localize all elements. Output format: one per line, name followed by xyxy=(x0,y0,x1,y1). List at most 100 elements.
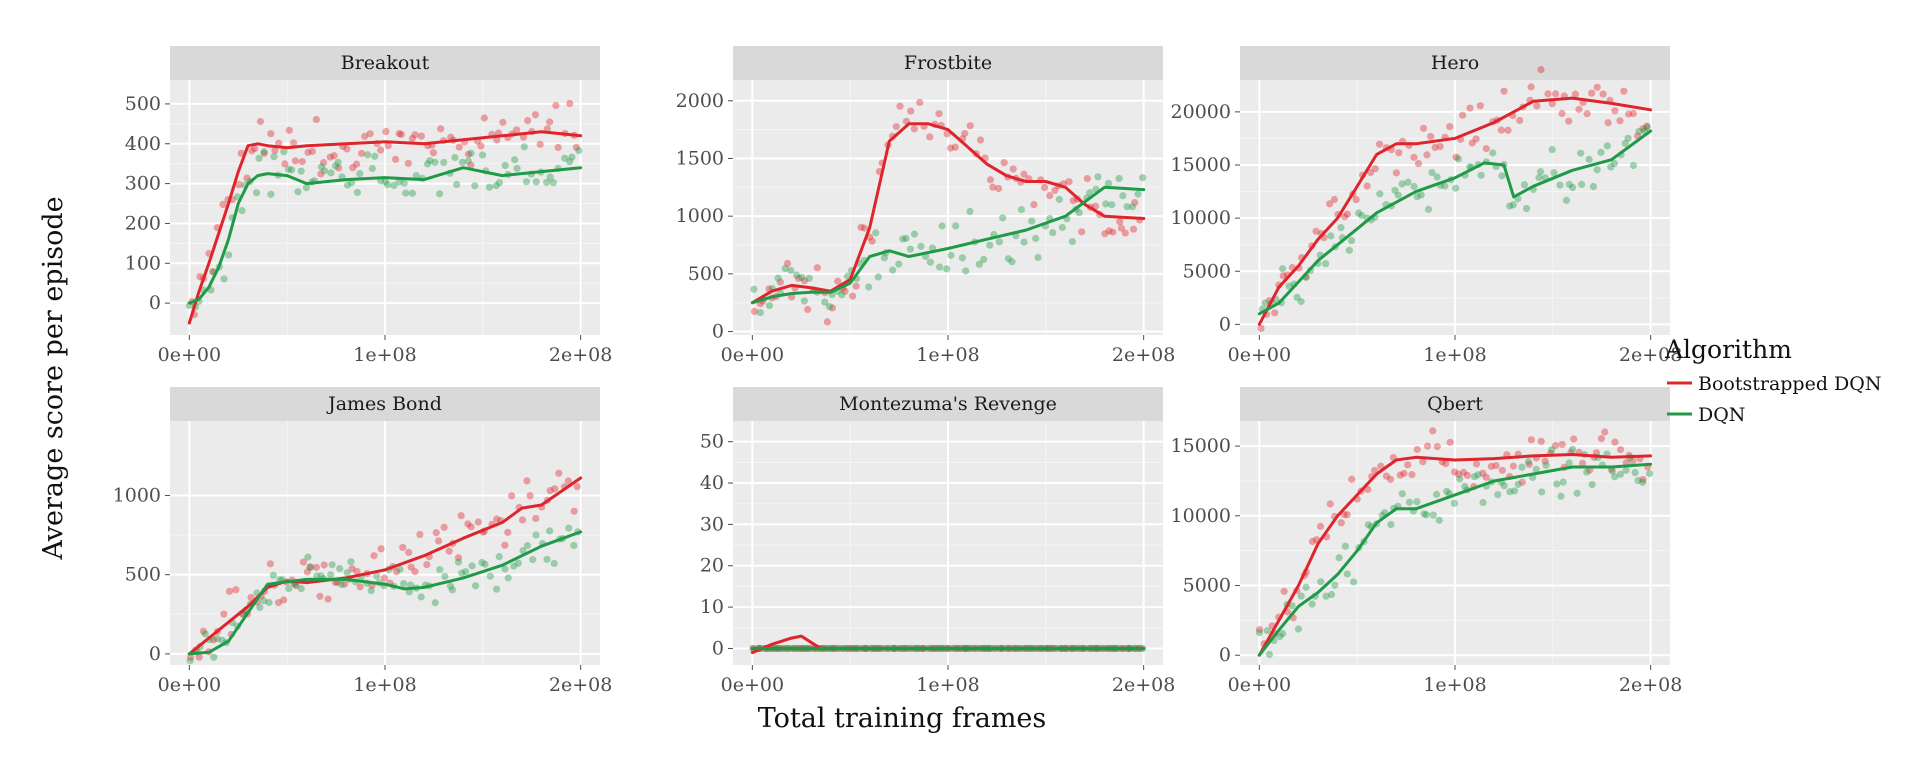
data-point xyxy=(1375,140,1384,148)
data-point xyxy=(1607,163,1615,171)
data-point xyxy=(356,169,364,178)
data-point xyxy=(1395,149,1403,157)
data-point xyxy=(377,146,385,154)
data-point xyxy=(1075,209,1083,217)
data-point xyxy=(299,558,307,566)
data-point xyxy=(838,291,846,299)
data-point xyxy=(995,184,1003,193)
data-point xyxy=(1327,232,1335,240)
data-point xyxy=(1265,650,1274,659)
data-point xyxy=(510,562,518,570)
data-point xyxy=(828,304,837,312)
data-point xyxy=(1386,475,1395,483)
data-point xyxy=(458,158,467,166)
data-point xyxy=(1482,145,1490,153)
data-point xyxy=(935,110,943,118)
data-point xyxy=(966,122,974,130)
data-point xyxy=(1322,592,1330,600)
data-point xyxy=(1348,475,1356,483)
data-point xyxy=(805,274,813,282)
data-point xyxy=(399,543,407,552)
data-point xyxy=(298,157,306,166)
data-point xyxy=(1337,224,1345,232)
x-tick-label: 2e+08 xyxy=(1112,674,1175,696)
data-point xyxy=(335,164,343,172)
data-point xyxy=(291,157,300,165)
data-point xyxy=(575,146,583,155)
data-point xyxy=(1046,192,1054,200)
data-point xyxy=(513,164,521,173)
data-point xyxy=(317,572,325,580)
x-tick-label: 1e+08 xyxy=(353,344,416,366)
data-point xyxy=(1376,190,1384,198)
facet-title: Frostbite xyxy=(904,52,992,74)
data-point xyxy=(468,562,476,570)
data-point xyxy=(317,163,326,171)
data-point xyxy=(457,512,465,520)
data-point xyxy=(1428,168,1436,177)
data-point xyxy=(343,181,352,189)
data-point xyxy=(1429,427,1437,435)
data-point xyxy=(1443,487,1451,496)
data-point xyxy=(910,125,918,133)
y-tick-label: 1000 xyxy=(676,205,724,227)
data-point xyxy=(926,133,934,141)
data-point xyxy=(349,164,357,172)
data-point xyxy=(549,179,557,187)
data-point xyxy=(1330,195,1339,204)
data-point xyxy=(1577,149,1585,157)
data-point xyxy=(501,541,509,549)
data-point xyxy=(302,184,311,192)
data-point xyxy=(1442,460,1450,468)
data-point xyxy=(440,523,448,531)
data-point xyxy=(1616,470,1625,478)
data-point xyxy=(1456,475,1464,483)
data-point xyxy=(1398,180,1406,188)
data-point xyxy=(247,593,255,602)
data-point xyxy=(1578,180,1586,188)
data-point xyxy=(1551,441,1560,450)
y-tick-label: 0 xyxy=(712,637,724,659)
data-point xyxy=(1263,627,1271,635)
data-point xyxy=(551,485,559,493)
data-point xyxy=(436,190,444,198)
data-point xyxy=(524,117,532,125)
data-point xyxy=(1423,442,1432,450)
data-point xyxy=(373,572,381,580)
data-point xyxy=(513,126,521,134)
data-point xyxy=(363,151,372,159)
data-point xyxy=(358,149,366,157)
data-point xyxy=(892,123,900,131)
data-point xyxy=(467,149,475,157)
data-point xyxy=(1255,625,1264,634)
x-tick-label: 0e+00 xyxy=(1228,344,1291,366)
data-point xyxy=(1583,110,1591,118)
data-point xyxy=(499,118,507,126)
data-point xyxy=(1468,139,1476,147)
data-point xyxy=(1280,587,1288,595)
data-point xyxy=(366,130,374,138)
y-tick-label: 2000 xyxy=(676,90,724,112)
data-point xyxy=(1040,183,1049,192)
data-point xyxy=(1487,462,1495,470)
data-point xyxy=(1562,196,1571,204)
data-point xyxy=(411,131,419,139)
data-point xyxy=(1413,445,1421,454)
data-point xyxy=(986,176,995,184)
data-point xyxy=(285,584,293,593)
data-point xyxy=(416,530,424,539)
data-point xyxy=(1441,182,1449,190)
data-point xyxy=(798,273,806,281)
data-point xyxy=(1429,511,1437,519)
data-point xyxy=(895,260,903,268)
data-point xyxy=(1479,469,1487,477)
data-point xyxy=(1017,205,1026,214)
data-point xyxy=(232,586,240,594)
data-point xyxy=(1631,468,1639,477)
data-point xyxy=(343,145,351,153)
data-point xyxy=(1139,174,1147,182)
data-point xyxy=(1458,111,1467,119)
data-point xyxy=(266,560,274,568)
data-point xyxy=(1020,238,1028,246)
data-point xyxy=(324,595,332,603)
